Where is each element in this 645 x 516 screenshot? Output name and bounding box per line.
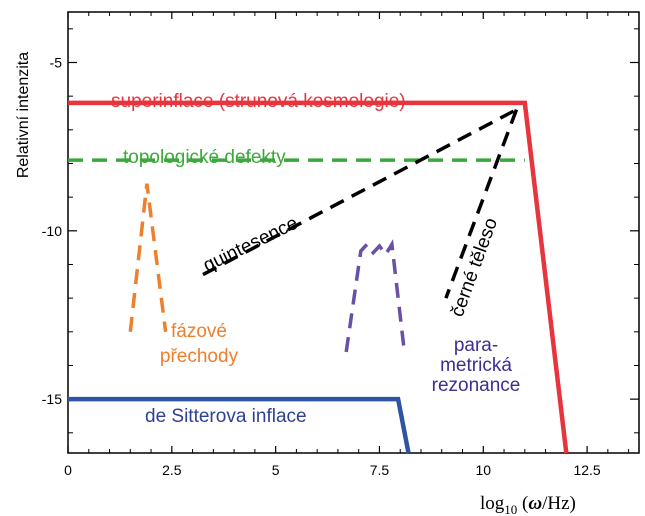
x-axis-title-tail: /Hz) [542, 493, 576, 514]
x-tick-label: 5 [272, 462, 280, 478]
x-axis-title: log10 (ω/Hz) [480, 493, 576, 516]
x-axis-title-sub: 10 [504, 502, 517, 516]
annotation-line: rezonance [432, 375, 521, 396]
y-tick-label: -15 [42, 391, 62, 407]
series-cerne-teleso-line [444, 108, 519, 299]
annotation-line: para- [454, 335, 498, 356]
annotation-fazove-prechody: fázové přechody [160, 321, 239, 367]
series-parametricka-rezonance-line [344, 239, 407, 353]
x-axis-title-log: log [480, 493, 505, 514]
annotation-cerne-teleso: černé těleso [447, 215, 502, 319]
annotation-superinflace-strunova-kosmologie: superinflace (strunová kosmologie) [111, 91, 406, 112]
series-group [68, 100, 569, 454]
y-tick-label: -5 [50, 54, 63, 70]
annotation-line: přechody [160, 346, 239, 367]
plot-frame [67, 11, 640, 454]
annotation-line: topologické defekty [123, 147, 286, 168]
annotation-line: černé těleso [447, 215, 502, 319]
x-axis-title-omega: ω [528, 493, 542, 514]
annotation-de-sitterova-inflace: de Sitterova inflace [145, 406, 307, 427]
annotation-line: fázové [171, 321, 227, 342]
x-tick-label: 10 [475, 462, 491, 478]
series-de-sitterova-inflace-line [68, 396, 411, 454]
annotation-line: metrická [440, 355, 512, 376]
x-axis-title-rest: ( [517, 493, 528, 514]
annotation-line: quintesence [200, 213, 301, 277]
series-quintesence-line [202, 108, 518, 277]
series-superinflace-strunova-kosmologie-line [68, 100, 569, 454]
annotation-quintesence: quintesence [200, 213, 301, 277]
ticks: 0 2.5 5 7.5 10 12.5 -5 -10 -15 [42, 12, 639, 478]
x-tick-label: 2.5 [162, 462, 182, 478]
annotation-parametricka-rezonance: para-metrická rezonance [432, 335, 521, 396]
annotation-line: de Sitterova inflace [145, 406, 307, 427]
series-fazove-prechody-line [128, 183, 168, 333]
annotation-topologicke-defekty: topologické defekty [123, 147, 286, 168]
x-tick-label: 7.5 [370, 462, 390, 478]
annotation-line: superinflace (strunová kosmologie) [111, 91, 406, 112]
y-axis-title: Relativní intenzita [15, 52, 32, 178]
x-tick-label: 0 [64, 462, 72, 478]
y-tick-label: -10 [42, 223, 62, 239]
x-tick-label: 12.5 [573, 462, 600, 478]
